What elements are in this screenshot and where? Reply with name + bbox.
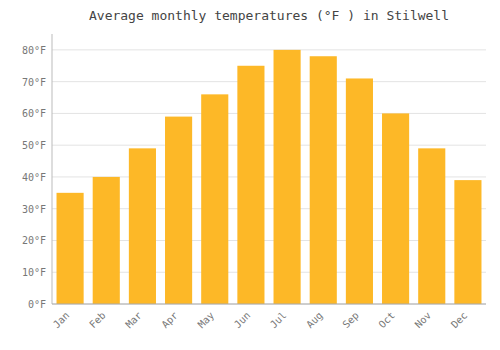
x-tick-label: Nov [413, 310, 434, 331]
x-tick-label: Apr [159, 310, 180, 331]
x-tick-label: Dec [449, 310, 470, 331]
grid-line [52, 304, 486, 305]
y-tick-label: 50°F [22, 140, 46, 151]
y-tick-labels: 0°F 10°F 20°F 30°F 40°F 50°F 60°F 70°F 80°F [22, 45, 46, 310]
chart-title: Average monthly temperatures (°F ) in St… [89, 8, 449, 23]
bar [346, 78, 373, 304]
y-tick-label: 30°F [22, 204, 46, 215]
bar [129, 148, 156, 304]
y-tick-label: 20°F [22, 235, 46, 246]
y-tick-label: 80°F [22, 45, 46, 56]
bar [274, 50, 301, 304]
bar [382, 113, 409, 304]
x-axis-line [52, 304, 486, 305]
grid-line [52, 49, 486, 50]
x-tick-label: Jul [268, 310, 289, 331]
y-tick-label: 70°F [22, 77, 46, 88]
x-tick-label: Jun [232, 310, 253, 331]
y-tick-label: 0°F [28, 299, 46, 310]
bar [310, 56, 337, 304]
x-tick-label: Oct [376, 310, 397, 331]
y-tick-label: 10°F [22, 267, 46, 278]
grid-line [52, 113, 486, 114]
bar [93, 177, 120, 304]
grid-line [52, 81, 486, 82]
x-tick-label: May [196, 310, 217, 331]
chart-container: Average monthly temperatures (°F ) in St… [0, 0, 500, 350]
bar [418, 148, 445, 304]
bar [201, 94, 228, 304]
y-tick-label: 40°F [22, 172, 46, 183]
x-tick-label: Feb [87, 310, 108, 331]
grid-line [52, 145, 486, 146]
x-tick-label: Mar [123, 310, 144, 331]
bar [454, 180, 481, 304]
y-tick-label: 60°F [22, 108, 46, 119]
x-tick-label: Jan [51, 310, 72, 331]
bar [237, 66, 264, 304]
bar [57, 193, 84, 304]
x-tick-label: Aug [304, 310, 325, 331]
y-axis-line [52, 34, 53, 304]
bar [165, 117, 192, 304]
bars [57, 50, 482, 304]
x-tick-labels: Jan Feb Mar Apr May Jun Jul Aug Sep Oct Nov Dec [51, 310, 469, 331]
x-tick-label: Sep [340, 310, 361, 331]
grid [52, 50, 486, 304]
chart-svg: Average monthly temperatures (°F ) in St… [0, 0, 500, 350]
